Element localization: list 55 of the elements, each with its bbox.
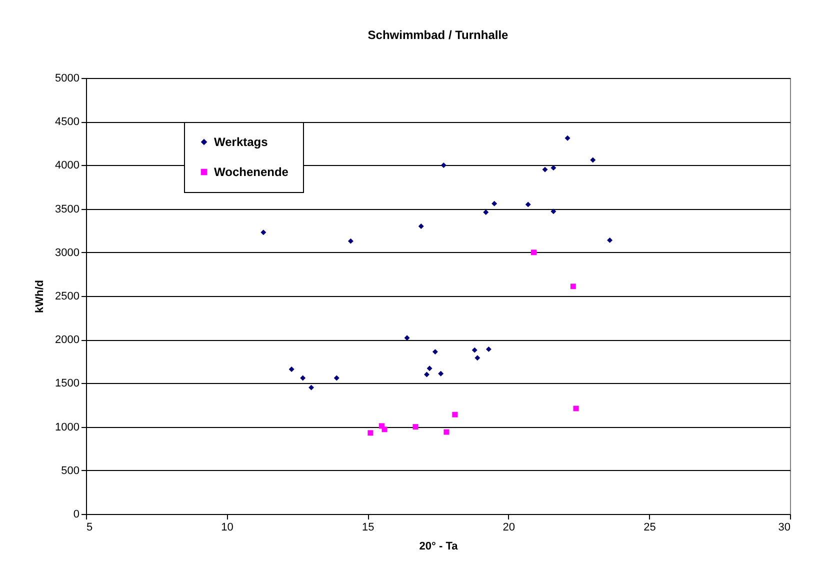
point [300, 375, 306, 381]
point [418, 224, 424, 229]
y-tick-label: 1500 [55, 378, 80, 390]
point [260, 230, 266, 236]
x-tick-label: 15 [362, 522, 374, 534]
point [607, 237, 613, 243]
point [483, 210, 489, 216]
point [424, 372, 430, 378]
point [564, 135, 570, 141]
point [550, 208, 556, 214]
point [486, 346, 492, 352]
point [570, 284, 576, 290]
point [440, 162, 446, 168]
point [334, 375, 340, 381]
point [404, 335, 410, 341]
point [472, 347, 478, 353]
point [550, 165, 556, 171]
point [531, 250, 536, 256]
point [438, 370, 444, 376]
point [308, 384, 314, 390]
point [382, 426, 388, 432]
point [444, 429, 450, 435]
y-tick-label: 1000 [55, 421, 80, 434]
y-tick-label: 5000 [55, 72, 80, 84]
y-tick-label: 4500 [55, 116, 80, 128]
point [452, 412, 458, 418]
x-tick-label: 10 [221, 522, 234, 534]
chart-title: Schwimmbad / Turnhalle [368, 28, 509, 42]
y-tick-label: 4000 [55, 160, 80, 172]
y-tick-label: 2000 [55, 334, 80, 346]
y-tick-label: 2500 [55, 290, 80, 302]
point [412, 424, 418, 430]
legend-label: Werktags [214, 135, 268, 149]
x-tick-label: 30 [778, 522, 790, 534]
point [573, 406, 579, 412]
point [368, 430, 374, 436]
point [426, 366, 432, 372]
x-tick-label: 5 [86, 522, 93, 534]
y-tick-label: 500 [61, 464, 80, 477]
point [590, 157, 596, 163]
point [432, 349, 438, 355]
point [474, 355, 480, 361]
y-axis-title: kWh/d [34, 280, 46, 313]
y-tick-label: 3500 [55, 203, 80, 216]
y-tick-label: 3000 [55, 246, 80, 259]
point [288, 366, 294, 372]
point [525, 202, 531, 208]
x-axis-title: 20° - Ta [419, 540, 459, 552]
point [492, 200, 498, 206]
legend-label: Wochenende [214, 165, 289, 179]
y-tick-label: 0 [73, 508, 80, 520]
x-tick-label: 25 [644, 522, 656, 534]
x-tick-label: 20 [502, 522, 516, 534]
point [542, 166, 548, 172]
point [348, 238, 354, 244]
